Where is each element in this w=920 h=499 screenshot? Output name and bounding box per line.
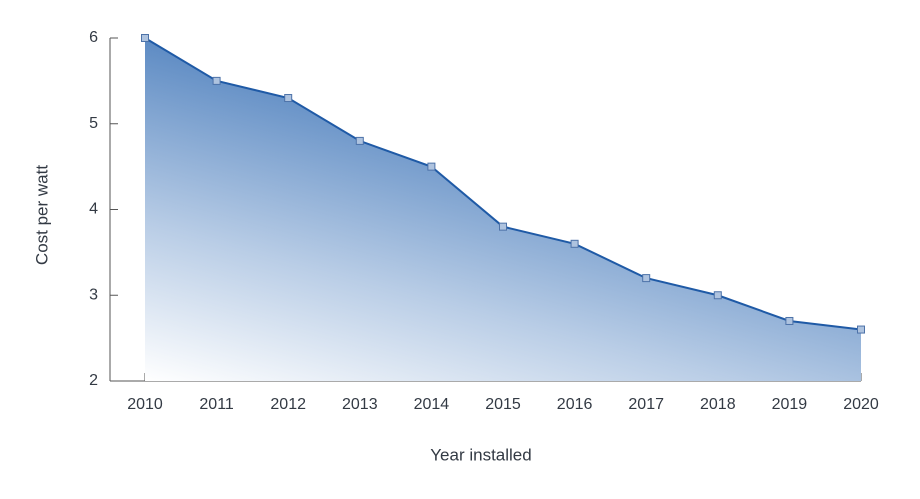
- x-tick-label: 2016: [557, 396, 593, 413]
- point-marker: [427, 162, 436, 171]
- point-marker: [570, 239, 579, 248]
- y-tick-label: 4: [89, 201, 98, 218]
- x-tick-label: 2014: [414, 396, 450, 413]
- x-tick-label: 2013: [342, 396, 378, 413]
- x-tick-label: 2012: [270, 396, 306, 413]
- x-tick-label: 2017: [628, 396, 664, 413]
- point-marker: [212, 76, 221, 85]
- point-marker: [499, 222, 507, 231]
- y-tick-label: 2: [89, 372, 98, 389]
- point-marker: [355, 136, 364, 145]
- x-tick-label: 2020: [843, 396, 879, 413]
- x-axis-label: Year installed: [430, 445, 531, 464]
- x-tick-label: 2015: [485, 396, 521, 413]
- y-axis-label: Cost per watt: [32, 165, 51, 265]
- point-marker: [713, 291, 722, 300]
- point-marker: [857, 325, 865, 334]
- x-tick-label: 2010: [127, 396, 163, 413]
- y-tick-label: 6: [89, 29, 98, 46]
- y-tick-label: 5: [89, 115, 98, 132]
- point-marker: [141, 34, 149, 42]
- x-tick-label: 2019: [772, 396, 808, 413]
- point-marker: [785, 316, 794, 325]
- point-marker: [284, 94, 293, 103]
- x-tick-label: 2011: [199, 396, 234, 413]
- point-marker: [642, 274, 651, 283]
- area-fill: [145, 38, 861, 381]
- y-tick-label: 3: [89, 286, 98, 303]
- x-tick-label: 2018: [700, 396, 736, 413]
